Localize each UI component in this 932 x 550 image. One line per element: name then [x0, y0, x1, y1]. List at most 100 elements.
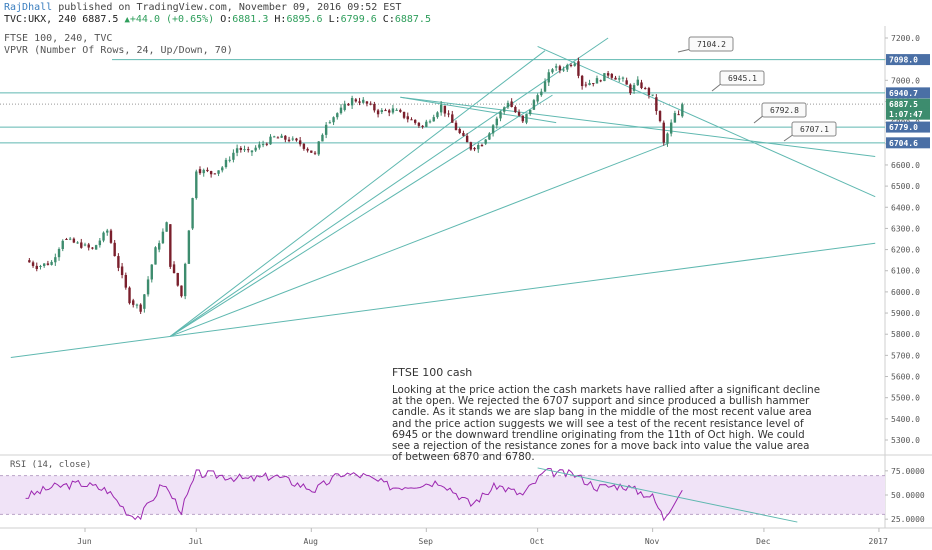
- trend-line: [400, 96, 876, 157]
- candle-body: [273, 136, 276, 138]
- candle-body: [636, 79, 639, 86]
- candle-body: [529, 109, 532, 115]
- candle-body: [332, 117, 335, 123]
- candle-body: [287, 139, 291, 142]
- candle-body: [658, 111, 662, 122]
- candle-body: [50, 261, 53, 265]
- candle-body: [158, 243, 161, 250]
- candle-body: [339, 107, 343, 114]
- rsi-trend-line: [537, 467, 798, 523]
- y-tick-label: 7200.0: [891, 34, 920, 43]
- candle-body: [447, 113, 450, 115]
- candle-body: [302, 143, 306, 149]
- callout-box: [791, 121, 837, 137]
- publish-text: published on TradingView.com, November 0…: [58, 2, 402, 13]
- candle-body: [298, 140, 302, 145]
- price-tag-label: 1:07:47: [889, 110, 923, 119]
- candle-body: [291, 138, 294, 140]
- candle-body: [573, 63, 576, 66]
- y-tick-label: 6400.0: [891, 203, 920, 212]
- candle-body: [566, 64, 569, 70]
- candle-body: [454, 122, 458, 131]
- candle-body: [388, 110, 391, 113]
- candle-body: [551, 69, 554, 73]
- candle-body: [406, 116, 409, 120]
- candle-body: [202, 169, 205, 174]
- note-title: FTSE 100 cash: [392, 366, 473, 379]
- candle-body: [150, 264, 153, 280]
- y-tick-label: 5700.0: [891, 351, 920, 360]
- candle-body: [280, 135, 283, 138]
- candle-body: [499, 111, 502, 119]
- candle-body: [413, 119, 417, 123]
- candle-body: [495, 118, 499, 126]
- candle-body: [87, 244, 90, 248]
- candle-body: [276, 137, 280, 139]
- candle-body: [621, 77, 625, 79]
- price-tag: [886, 108, 930, 120]
- candle-body: [117, 256, 120, 268]
- candle-body: [232, 152, 235, 160]
- candles: [28, 57, 684, 314]
- candle-body: [547, 72, 550, 83]
- candle-body: [109, 230, 113, 243]
- candle-body: [595, 78, 599, 84]
- quote-line: TVC:UKX, 240 6887.5 ▲+44.0 (+0.65%) O:68…: [4, 14, 431, 25]
- candle-body: [647, 88, 651, 96]
- x-tick-label: Jun: [77, 537, 92, 546]
- candle-body: [76, 242, 79, 244]
- candle-body: [46, 263, 50, 265]
- y-tick-label: 5600.0: [891, 373, 920, 382]
- candle-body: [198, 169, 202, 174]
- candle-body: [662, 122, 665, 143]
- candle-body: [54, 257, 57, 263]
- candle-body: [510, 101, 513, 107]
- candle-body: [477, 145, 480, 150]
- x-tick-label: 2017: [869, 537, 888, 546]
- candle-body: [239, 148, 243, 150]
- candle-body: [491, 125, 495, 134]
- candle-body: [669, 122, 673, 134]
- candle-body: [473, 148, 476, 150]
- candle-body: [165, 222, 168, 232]
- candle-body: [536, 95, 539, 102]
- candle-body: [187, 230, 191, 264]
- callout-box: [719, 70, 765, 86]
- candle-body: [562, 69, 565, 71]
- price-tag-label: 7098.0: [889, 56, 918, 65]
- candle-body: [558, 66, 562, 71]
- candle-body: [354, 99, 358, 102]
- y-tick-label: 6000.0: [891, 288, 920, 297]
- candle-body: [154, 247, 157, 265]
- candle-body: [625, 80, 628, 85]
- candle-body: [146, 279, 150, 295]
- candle-body: [254, 147, 257, 151]
- callout-label: 6792.8: [770, 106, 799, 115]
- candle-body: [577, 61, 580, 76]
- y-tick-label: 5500.0: [891, 394, 920, 403]
- candle-body: [102, 232, 105, 241]
- candle-body: [373, 104, 376, 111]
- candle-body: [176, 273, 179, 286]
- price-tag-label: 6887.5: [889, 100, 918, 109]
- candle-body: [681, 104, 684, 117]
- candle-body: [139, 304, 142, 312]
- candle-body: [235, 148, 239, 153]
- instrument-title: FTSE 100, 240, TVC: [4, 33, 113, 44]
- candle-body: [458, 128, 461, 133]
- candle-body: [588, 83, 591, 86]
- candle-body: [376, 110, 380, 115]
- candle-body: [250, 150, 254, 153]
- y-tick-label: 5300.0: [891, 436, 920, 445]
- candle-body: [350, 98, 354, 106]
- y-tick-label: 7000.0: [891, 76, 920, 85]
- price-tag: [886, 87, 930, 99]
- price-tag-label: 6779.0: [889, 123, 918, 132]
- candle-body: [39, 265, 42, 267]
- author-link[interactable]: RajDhall: [4, 2, 53, 13]
- candle-body: [284, 135, 287, 140]
- x-tick-label: Sep: [419, 537, 434, 546]
- candle-body: [417, 122, 421, 126]
